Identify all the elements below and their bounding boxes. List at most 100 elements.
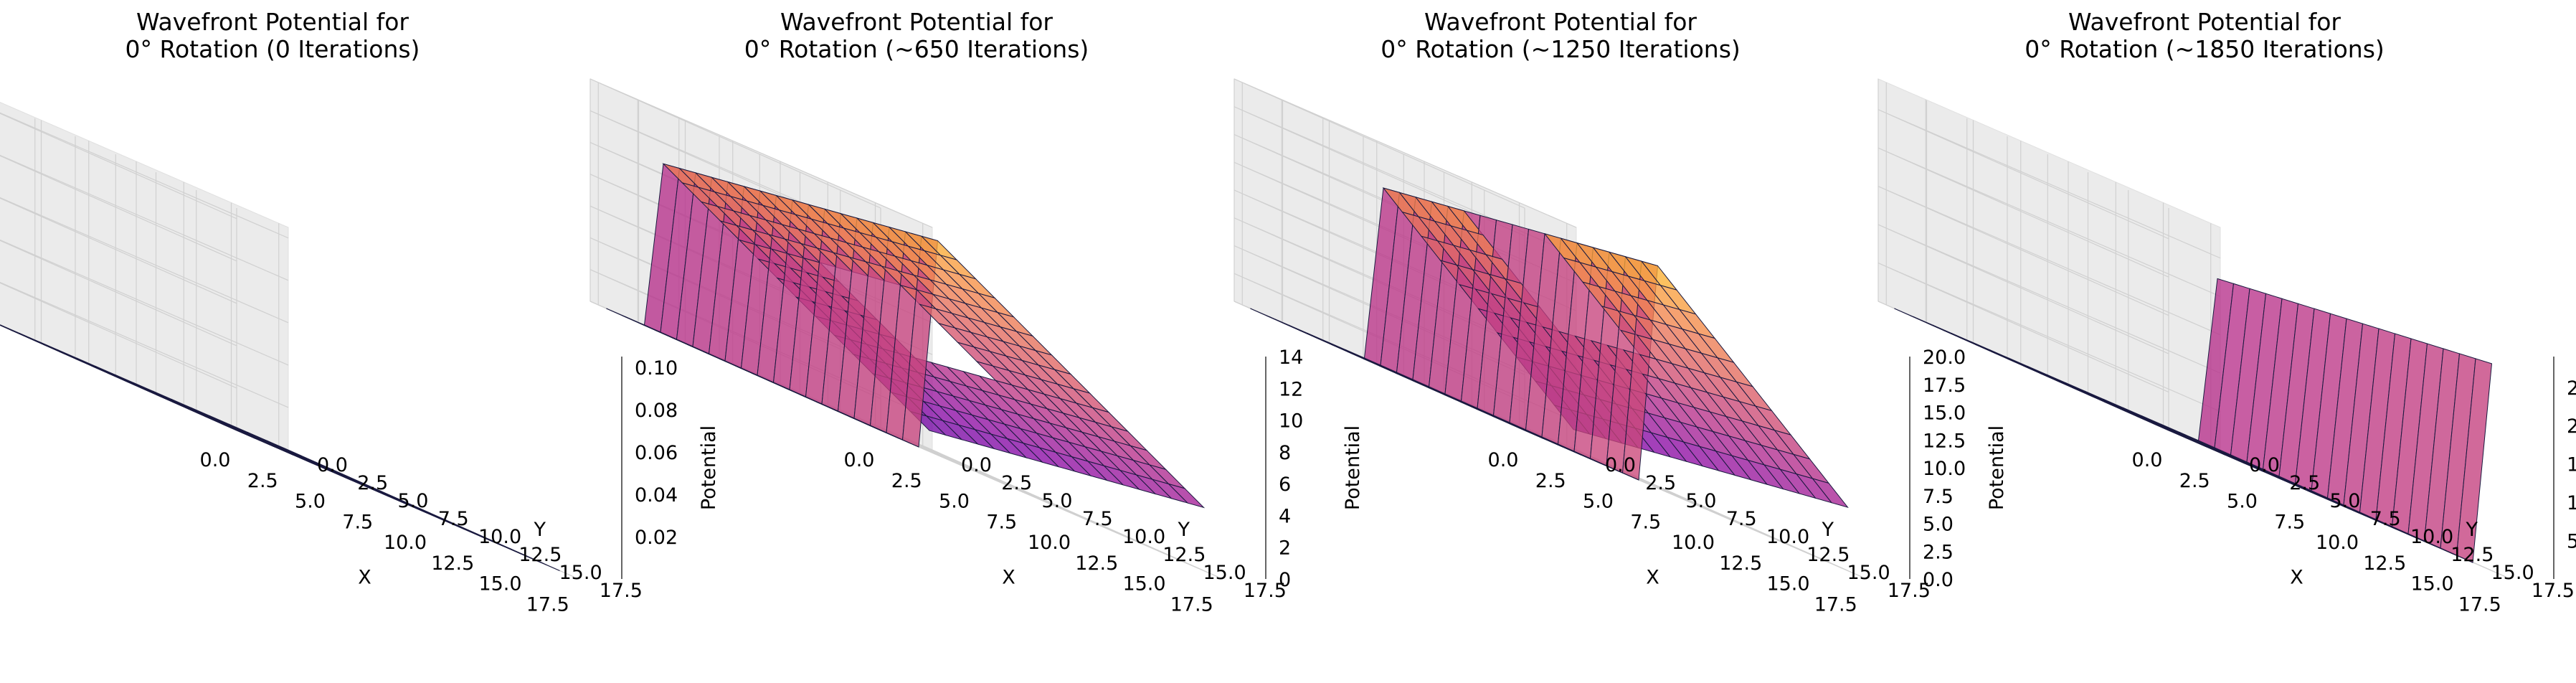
- x-tick-label: 15.0: [1122, 573, 1165, 595]
- x-tick-label: 2.5: [2179, 470, 2210, 492]
- y-tick-label: 2.5: [357, 472, 388, 494]
- z-tick-label: 8: [1279, 442, 1291, 464]
- z-tick-label: 0.10: [635, 357, 678, 380]
- x-tick-label: 15.0: [1766, 573, 1809, 595]
- z-tick-label: 20.0: [1923, 347, 1966, 369]
- y-tick-label: 5.0: [1686, 490, 1717, 512]
- x-axis: 0.02.55.07.510.012.515.017.5X: [2132, 449, 2501, 616]
- y-tick-label: 15.0: [2491, 562, 2534, 584]
- y-tick-label: 7.5: [1082, 508, 1113, 530]
- x-tick-label: 2.5: [891, 470, 922, 492]
- y-tick-label: 12.5: [518, 544, 562, 566]
- y-axis: 0.02.55.07.510.012.515.017.5Y: [2249, 454, 2575, 602]
- x-axis: 0.0 2.5 5.0 7.5 10.012.515.017.5 X: [844, 449, 1213, 616]
- x-tick-label: 10.0: [1028, 532, 1071, 554]
- z-tick-label: 25: [2567, 377, 2576, 400]
- subplot-title: Wavefront Potential for 0° Rotation (~185…: [2025, 8, 2385, 63]
- z-tick-label: 12.5: [1923, 430, 1966, 452]
- x-tick-label: 12.5: [1075, 552, 1118, 575]
- x-tick-label: 12.5: [2363, 552, 2406, 575]
- y-tick-label: 15.0: [1847, 562, 1890, 584]
- x-axis: 0.02.55.07.510.012.515.017.5X: [200, 449, 569, 616]
- y-tick-label: 15.0: [1203, 562, 1246, 584]
- x-tick-label: 17.5: [1814, 593, 1857, 616]
- surface: [0, 324, 560, 571]
- y-tick-label: 2.5: [1001, 472, 1032, 494]
- subplot-1: 0.02 0.04 0.06 0.08 0.10 Potential 0.0 2.5 5.0 7.…: [0, 8, 720, 616]
- y-axis-label: Y: [1822, 519, 1834, 541]
- y-tick-label: 12.5: [2450, 544, 2494, 566]
- subplot-3: 0.02.55.07.510.012.515.017.520.0Potentia…: [1233, 8, 2008, 616]
- y-tick-label: 17.5: [600, 580, 643, 602]
- x-tick-label: 12.5: [1719, 552, 1762, 575]
- x-tick-label: 10.0: [2316, 532, 2359, 554]
- y-tick-label: 5.0: [398, 490, 429, 512]
- y-tick-label: 0.0: [317, 454, 348, 476]
- z-axis-label: Potential: [698, 425, 720, 510]
- x-tick-label: 7.5: [986, 511, 1017, 533]
- surface-cell: [1812, 478, 1849, 508]
- z-tick-label: 15.0: [1923, 402, 1966, 425]
- z-axis-label: Potential: [1986, 425, 2008, 510]
- z-tick-label: 0: [1279, 569, 1291, 591]
- z-tick-label: 5: [2567, 531, 2576, 553]
- z-tick-label: 12: [1279, 378, 1303, 400]
- y-tick-label: 0.0: [961, 454, 992, 476]
- y-tick-label: 0.0: [1605, 454, 1636, 476]
- y-axis-label: Y: [1178, 519, 1190, 541]
- y-axis: 0.02.55.07.510.012.515.017.5Y: [961, 454, 1287, 602]
- y-tick-label: 5.0: [1042, 490, 1073, 512]
- x-tick-label: 15.0: [2410, 573, 2453, 595]
- z-tick-label: 14: [1279, 347, 1303, 369]
- z-axis-label: Potential: [1342, 425, 1364, 510]
- y-tick-label: 17.5: [1888, 580, 1931, 602]
- surface: [1894, 278, 2493, 563]
- y-tick-label: 10.0: [1766, 526, 1809, 548]
- x-tick-label: 5.0: [2227, 491, 2258, 513]
- y-axis-label: Y: [2466, 519, 2478, 541]
- z-tick-label: 20: [2567, 415, 2576, 438]
- z-tick-label: 10.0: [1923, 458, 1966, 480]
- y-tick-label: 10.0: [478, 526, 521, 548]
- z-tick-label: 0.04: [635, 484, 678, 507]
- surface-cell: [2456, 358, 2493, 563]
- z-tick-label: 0.06: [635, 442, 678, 464]
- x-tick-label: 17.5: [526, 593, 569, 616]
- x-tick-label: 5.0: [1583, 491, 1614, 513]
- subplot-4: 510152025Potential0.02.55.07.510.012.515…: [1877, 8, 2576, 616]
- x-axis-label: X: [2290, 567, 2303, 589]
- y-tick-label: 2.5: [1645, 472, 1676, 494]
- subplot-2: 02468101214Potential0.02.55.07.510.012.5…: [589, 8, 1364, 616]
- y-tick-label: 10.0: [2410, 526, 2453, 548]
- y-tick-label: 5.0: [2330, 490, 2361, 512]
- y-axis: 0.02.55.07.510.012.515.017.5Y: [1605, 454, 1931, 602]
- z-tick-label: 0.08: [635, 400, 678, 422]
- surface: [1250, 187, 1849, 508]
- x-tick-label: 2.5: [247, 470, 278, 492]
- x-tick-label: 10.0: [1672, 532, 1715, 554]
- z-tick-label: 2.5: [1923, 541, 1954, 563]
- subplot-title: Wavefront Potential for 0° Rotation (0 It…: [126, 8, 420, 63]
- z-tick-label: 15: [2567, 454, 2576, 476]
- z-tick-label: 0.0: [1923, 569, 1954, 591]
- y-tick-label: 15.0: [559, 562, 602, 584]
- y-tick-label: 10.0: [1122, 526, 1165, 548]
- y-tick-label: 7.5: [2370, 508, 2401, 530]
- subplot-title: Wavefront Potential for 0° Rotation (~125…: [1381, 8, 1741, 63]
- y-axis-label: Y: [534, 519, 546, 541]
- surface: [606, 163, 1206, 509]
- y-axis: 0.02.55.07.510.012.515.017.5Y: [317, 454, 643, 602]
- z-tick-label: 7.5: [1923, 486, 1954, 508]
- z-tick-label: 4: [1279, 505, 1291, 527]
- y-tick-label: 7.5: [438, 508, 469, 530]
- x-tick-label: 7.5: [2274, 511, 2305, 533]
- x-tick-label: 17.5: [1170, 593, 1213, 616]
- z-tick-label: 17.5: [1923, 375, 1966, 397]
- z-tick-label: 10: [1279, 410, 1303, 433]
- x-tick-label: 7.5: [342, 511, 373, 533]
- y-tick-label: 17.5: [2532, 580, 2575, 602]
- x-axis-label: X: [1002, 567, 1015, 589]
- surface-cell: [524, 555, 560, 571]
- x-tick-label: 15.0: [478, 573, 521, 595]
- z-tick-label: 2: [1279, 537, 1291, 560]
